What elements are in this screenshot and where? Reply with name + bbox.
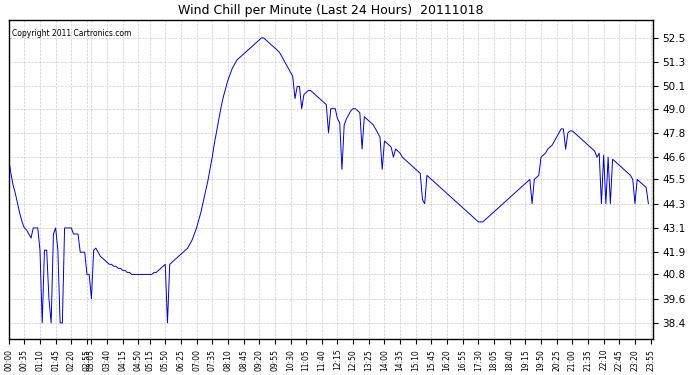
Title: Wind Chill per Minute (Last 24 Hours)  20111018: Wind Chill per Minute (Last 24 Hours) 20… bbox=[178, 4, 484, 17]
Text: Copyright 2011 Cartronics.com: Copyright 2011 Cartronics.com bbox=[12, 29, 131, 38]
